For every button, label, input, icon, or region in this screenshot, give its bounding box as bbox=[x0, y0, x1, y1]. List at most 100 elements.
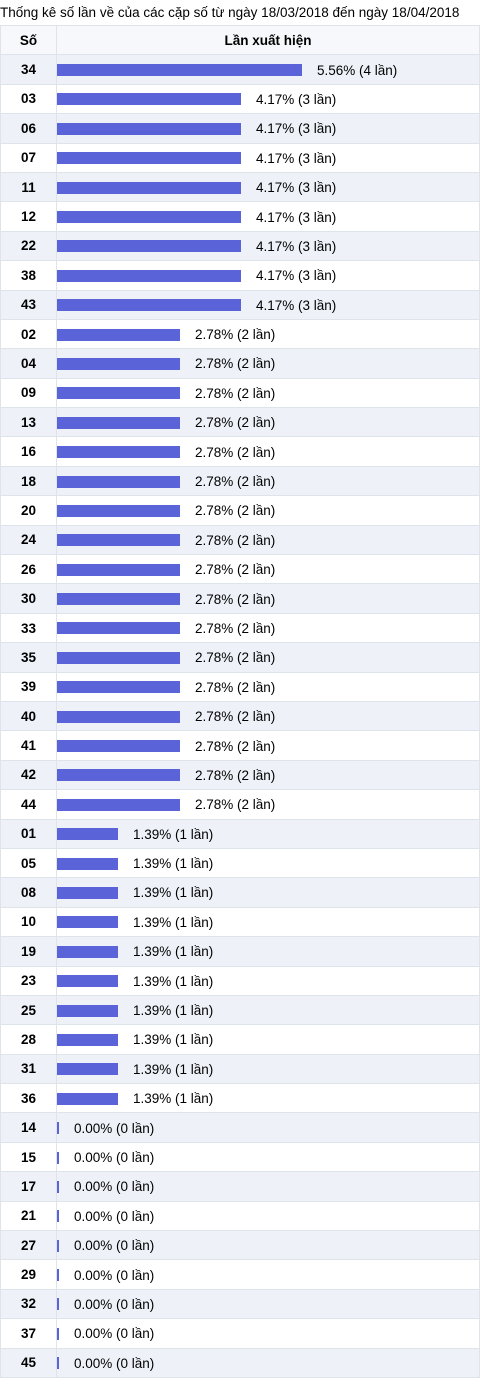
frequency-bar bbox=[57, 710, 180, 723]
table-row: 29 0.00% (0 lần) bbox=[0, 1259, 480, 1290]
row-frequency: 1.39% (1 lần) bbox=[56, 1083, 480, 1114]
row-frequency: 0.00% (0 lần) bbox=[56, 1259, 480, 1290]
table-row: 06 4.17% (3 lần) bbox=[0, 113, 480, 144]
frequency-bar bbox=[57, 1151, 59, 1164]
row-frequency: 2.78% (2 lần) bbox=[56, 407, 480, 438]
frequency-label: 1.39% (1 lần) bbox=[133, 856, 214, 872]
frequency-bar bbox=[57, 240, 241, 253]
table-row: 18 2.78% (2 lần) bbox=[0, 465, 480, 497]
row-number: 12 bbox=[0, 201, 57, 232]
frequency-bar bbox=[57, 64, 302, 77]
frequency-bar bbox=[57, 681, 180, 694]
row-number: 24 bbox=[0, 524, 57, 556]
row-number: 32 bbox=[0, 1288, 57, 1320]
row-number: 43 bbox=[0, 289, 57, 320]
frequency-label: 0.00% (0 lần) bbox=[74, 1208, 155, 1224]
frequency-label: 4.17% (3 lần) bbox=[256, 238, 337, 254]
frequency-bar bbox=[57, 122, 241, 135]
frequency-label: 0.00% (0 lần) bbox=[74, 1355, 155, 1371]
frequency-bar bbox=[57, 299, 241, 312]
frequency-label: 0.00% (0 lần) bbox=[74, 1179, 155, 1195]
row-frequency: 2.78% (2 lần) bbox=[56, 612, 480, 644]
frequency-label: 2.78% (2 lần) bbox=[195, 650, 276, 666]
frequency-label: 2.78% (2 lần) bbox=[195, 767, 276, 783]
table-row: 08 1.39% (1 lần) bbox=[0, 877, 480, 908]
table-row: 45 0.00% (0 lần) bbox=[0, 1347, 480, 1378]
row-frequency: 2.78% (2 lần) bbox=[56, 318, 480, 350]
frequency-label: 2.78% (2 lần) bbox=[195, 415, 276, 431]
frequency-bar bbox=[57, 886, 118, 899]
frequency-bar bbox=[57, 1239, 59, 1252]
frequency-label: 2.78% (2 lần) bbox=[195, 562, 276, 578]
row-number: 08 bbox=[0, 877, 57, 908]
header-frequency: Lần xuất hiện bbox=[56, 24, 480, 56]
frequency-label: 1.39% (1 lần) bbox=[133, 1003, 214, 1019]
row-frequency: 4.17% (3 lần) bbox=[56, 260, 480, 291]
table-row: 19 1.39% (1 lần) bbox=[0, 936, 480, 967]
row-frequency: 2.78% (2 lần) bbox=[56, 759, 480, 791]
table-row: 31 1.39% (1 lần) bbox=[0, 1053, 480, 1085]
row-frequency: 0.00% (0 lần) bbox=[56, 1200, 480, 1232]
table-row: 37 0.00% (0 lần) bbox=[0, 1318, 480, 1349]
frequency-bar bbox=[57, 1269, 59, 1282]
row-number: 40 bbox=[0, 700, 57, 732]
frequency-label: 0.00% (0 lần) bbox=[74, 1267, 155, 1283]
row-frequency: 2.78% (2 lần) bbox=[56, 789, 480, 820]
row-frequency: 2.78% (2 lần) bbox=[56, 436, 480, 467]
row-number: 28 bbox=[0, 1024, 57, 1055]
row-number: 39 bbox=[0, 671, 57, 702]
table-row: 01 1.39% (1 lần) bbox=[0, 818, 480, 849]
frequency-label: 0.00% (0 lần) bbox=[74, 1150, 155, 1165]
frequency-bar bbox=[57, 328, 180, 341]
frequency-bar bbox=[57, 504, 180, 517]
row-frequency: 2.78% (2 lần) bbox=[56, 377, 480, 409]
row-frequency: 4.17% (3 lần) bbox=[56, 171, 480, 203]
row-number: 15 bbox=[0, 1141, 57, 1173]
row-number: 01 bbox=[0, 818, 57, 849]
frequency-bar bbox=[57, 798, 180, 811]
row-number: 37 bbox=[0, 1318, 57, 1349]
table-row: 43 4.17% (3 lần) bbox=[0, 289, 480, 320]
row-number: 18 bbox=[0, 465, 57, 497]
frequency-bar bbox=[57, 211, 241, 223]
row-number: 02 bbox=[0, 318, 57, 350]
frequency-label: 4.17% (3 lần) bbox=[256, 209, 337, 225]
frequency-label: 2.78% (2 lần) bbox=[195, 356, 276, 372]
frequency-bar bbox=[57, 416, 180, 429]
row-frequency: 0.00% (0 lần) bbox=[56, 1288, 480, 1320]
frequency-bar bbox=[57, 945, 118, 958]
row-frequency: 1.39% (1 lần) bbox=[56, 906, 480, 938]
row-number: 26 bbox=[0, 554, 57, 585]
row-number: 04 bbox=[0, 348, 57, 379]
row-number: 16 bbox=[0, 436, 57, 467]
row-number: 07 bbox=[0, 142, 57, 173]
table-row: 07 4.17% (3 lần) bbox=[0, 142, 480, 173]
table-row: 21 0.00% (0 lần) bbox=[0, 1200, 480, 1232]
frequency-label: 1.39% (1 lần) bbox=[133, 826, 214, 842]
table-row: 32 0.00% (0 lần) bbox=[0, 1288, 480, 1320]
row-frequency: 2.78% (2 lần) bbox=[56, 495, 480, 526]
table-body: 34 5.56% (4 lần) 03 4.17% (3 lần) 06 4.17% (3… bbox=[0, 54, 480, 1378]
frequency-bar bbox=[57, 975, 118, 988]
frequency-bar bbox=[57, 1033, 118, 1046]
row-frequency: 2.78% (2 lần) bbox=[56, 554, 480, 585]
frequency-bar bbox=[57, 916, 118, 929]
frequency-label: 2.78% (2 lần) bbox=[195, 474, 276, 490]
frequency-bar bbox=[57, 1004, 118, 1017]
table-row: 22 4.17% (3 lần) bbox=[0, 230, 480, 262]
frequency-bar bbox=[57, 651, 180, 664]
row-frequency: 1.39% (1 lần) bbox=[56, 1024, 480, 1055]
row-frequency: 1.39% (1 lần) bbox=[56, 877, 480, 908]
frequency-table: Số Lần xuất hiện 34 5.56% (4 lần) 03 4.17% … bbox=[0, 24, 480, 1378]
frequency-bar bbox=[57, 1357, 59, 1370]
table-row: 44 2.78% (2 lần) bbox=[0, 789, 480, 820]
table-row: 35 2.78% (2 lần) bbox=[0, 642, 480, 673]
frequency-label: 2.78% (2 lần) bbox=[195, 444, 276, 460]
frequency-bar bbox=[57, 593, 180, 606]
table-row: 26 2.78% (2 lần) bbox=[0, 554, 480, 585]
row-number: 34 bbox=[0, 54, 57, 85]
table-row: 33 2.78% (2 lần) bbox=[0, 612, 480, 644]
frequency-bar bbox=[57, 1327, 59, 1340]
row-frequency: 4.17% (3 lần) bbox=[56, 142, 480, 173]
table-row: 12 4.17% (3 lần) bbox=[0, 201, 480, 232]
